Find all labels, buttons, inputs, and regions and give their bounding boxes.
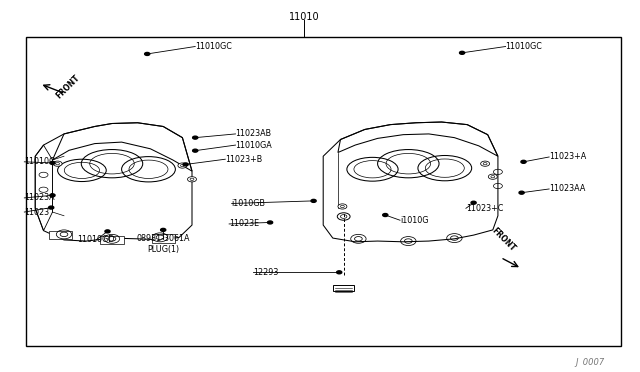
Circle shape <box>471 201 476 204</box>
Circle shape <box>188 177 196 182</box>
Text: 11023+A: 11023+A <box>549 153 586 161</box>
Circle shape <box>311 199 316 202</box>
Text: 11023: 11023 <box>24 208 49 217</box>
Text: 11010GD: 11010GD <box>77 235 115 244</box>
Text: 11023AB: 11023AB <box>236 129 271 138</box>
Circle shape <box>268 221 273 224</box>
Circle shape <box>50 194 55 197</box>
Bar <box>152 234 175 243</box>
Circle shape <box>519 191 524 194</box>
Text: 11010C: 11010C <box>24 157 55 166</box>
Bar <box>333 285 354 291</box>
Circle shape <box>193 136 198 139</box>
Circle shape <box>521 160 526 163</box>
Text: 11023+B: 11023+B <box>225 155 262 164</box>
Circle shape <box>105 230 110 233</box>
Circle shape <box>53 161 62 166</box>
Circle shape <box>161 228 166 231</box>
Text: 11010GA: 11010GA <box>236 141 272 150</box>
Text: FRONT: FRONT <box>490 227 517 254</box>
Circle shape <box>50 161 55 164</box>
Circle shape <box>481 161 490 166</box>
Circle shape <box>49 206 54 209</box>
Text: 11010: 11010 <box>289 12 319 22</box>
Text: FRONT: FRONT <box>54 73 82 100</box>
Circle shape <box>193 149 198 152</box>
Text: 08931-3061A: 08931-3061A <box>136 234 190 243</box>
Text: 11023E: 11023E <box>229 219 259 228</box>
Circle shape <box>488 174 497 179</box>
Text: 11023A: 11023A <box>24 193 55 202</box>
Bar <box>49 231 72 239</box>
Circle shape <box>183 163 188 166</box>
Circle shape <box>145 52 150 55</box>
Text: i1010G: i1010G <box>400 216 429 225</box>
Circle shape <box>178 163 187 168</box>
Text: J  0007: J 0007 <box>575 358 605 367</box>
Text: i1010GB: i1010GB <box>232 199 266 208</box>
Bar <box>100 236 124 244</box>
Text: 11010GC: 11010GC <box>195 42 232 51</box>
Bar <box>26 37 621 346</box>
Circle shape <box>337 271 342 274</box>
Text: 11023AA: 11023AA <box>549 185 586 193</box>
Circle shape <box>338 204 347 209</box>
Text: PLUG(1): PLUG(1) <box>147 245 179 254</box>
Text: 11023+C: 11023+C <box>466 204 503 213</box>
Circle shape <box>460 51 465 54</box>
Text: 11010GC: 11010GC <box>506 42 543 51</box>
Text: 12293: 12293 <box>253 268 278 277</box>
Circle shape <box>383 214 388 217</box>
